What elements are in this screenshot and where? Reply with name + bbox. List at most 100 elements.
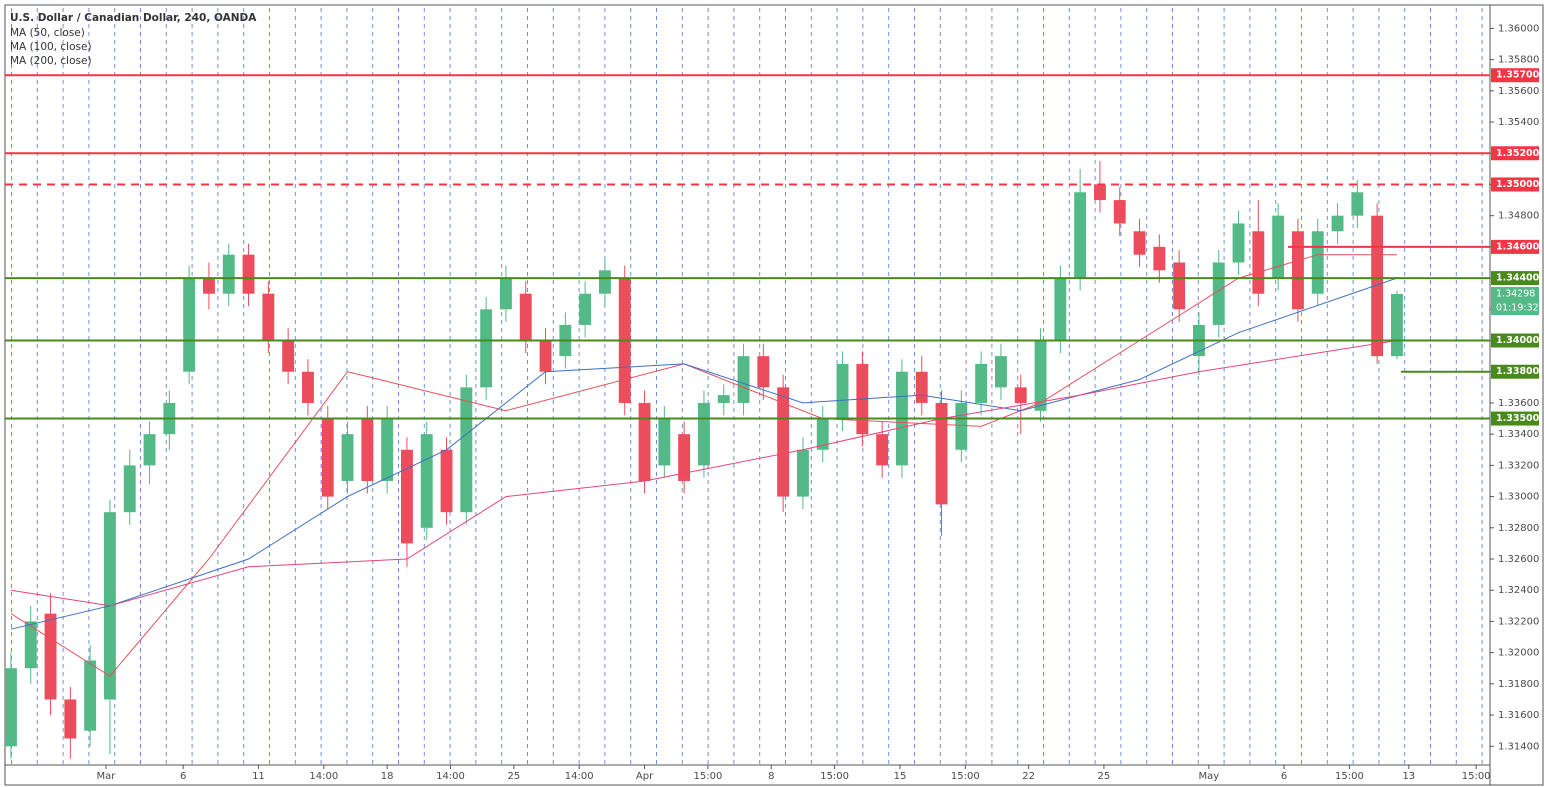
candle-body	[64, 699, 77, 739]
candle-body	[638, 402, 651, 481]
candle-body	[1074, 192, 1087, 279]
y-tick-label: 1.33600	[1498, 398, 1539, 409]
x-tick-label: 13	[1402, 771, 1415, 782]
y-tick-label: 1.33200	[1498, 460, 1539, 471]
candle-body	[1391, 294, 1403, 357]
x-tick-label: 6	[180, 771, 186, 782]
candle-body	[876, 434, 889, 466]
candle-body	[1113, 200, 1126, 224]
candle-body	[777, 387, 790, 497]
candle-body	[123, 465, 136, 513]
candle-body	[935, 402, 948, 505]
candle-body	[1232, 223, 1245, 263]
candle-body	[262, 293, 275, 341]
candle-body	[599, 270, 611, 294]
x-tick-label: Mar	[97, 771, 117, 782]
countdown: 01:19:32	[1496, 303, 1539, 314]
x-tick-label: 15:00	[820, 771, 849, 782]
candle-body	[381, 418, 394, 481]
candle-body	[1311, 231, 1324, 294]
candle-body	[460, 387, 473, 513]
candle-body	[1133, 231, 1146, 255]
level-tag	[1491, 239, 1539, 254]
y-tick-label: 1.33400	[1498, 429, 1539, 440]
candle-body	[242, 254, 255, 294]
level-tag	[1491, 177, 1539, 192]
legend-entry: MA (100, close)	[10, 41, 92, 53]
candle-body	[995, 356, 1007, 388]
x-tick-label: 11	[252, 771, 265, 782]
candle-body	[816, 418, 829, 450]
candle-body	[1153, 246, 1166, 271]
y-tick-label: 1.35400	[1498, 117, 1539, 128]
level-tag	[1491, 68, 1539, 83]
y-tick-label: 1.32800	[1498, 523, 1539, 534]
candle-body	[480, 309, 493, 388]
candle-body	[24, 621, 37, 669]
candle-body	[282, 340, 295, 372]
candle-body	[797, 449, 809, 497]
candle-body	[1094, 184, 1106, 201]
candle-body	[500, 278, 512, 310]
candle-body	[341, 434, 354, 481]
x-tick-label: 6	[1281, 771, 1287, 782]
candle-body	[440, 449, 453, 513]
candle-body	[1351, 192, 1364, 216]
x-tick-label: 14:00	[436, 771, 465, 782]
candle-body	[955, 402, 968, 450]
x-tick-label: 15:00	[1335, 771, 1364, 782]
candle-body	[698, 402, 710, 466]
level-tag	[1491, 333, 1539, 348]
candle-body	[401, 449, 413, 544]
level-label: 1.33800	[1496, 366, 1540, 377]
candle-body	[1014, 387, 1027, 403]
x-tick-label: 14:00	[565, 771, 594, 782]
x-tick-label: May	[1198, 771, 1219, 782]
level-label: 1.34000	[1496, 335, 1540, 346]
moving-average	[10, 277, 1398, 630]
candle-body	[1034, 340, 1047, 411]
y-tick-label: 1.31800	[1498, 679, 1539, 690]
candle-body	[44, 613, 57, 700]
y-tick-label: 1.32000	[1498, 648, 1539, 659]
y-tick-label: 1.32600	[1498, 554, 1539, 565]
y-tick-label: 1.32400	[1498, 585, 1539, 596]
candle-body	[579, 293, 592, 325]
candle-body	[1292, 231, 1304, 310]
candle-body	[420, 434, 433, 528]
y-tick-label: 1.31400	[1498, 741, 1539, 752]
candle-body	[1173, 262, 1186, 310]
y-tick-label: 1.36000	[1498, 23, 1539, 34]
level-label: 1.34400	[1496, 273, 1540, 284]
frame	[4, 4, 1544, 786]
candle-body	[321, 418, 334, 497]
level-tag	[1491, 411, 1539, 426]
x-tick-label: 14:00	[309, 771, 338, 782]
candle-body	[143, 434, 156, 466]
candle-body	[203, 278, 215, 294]
x-tick-label: 15:00	[951, 771, 980, 782]
level-tag	[1491, 364, 1539, 379]
y-tick-label: 1.35600	[1498, 86, 1539, 97]
candle-body	[5, 668, 17, 747]
last-price-tag	[1491, 287, 1539, 316]
candle-body	[519, 293, 532, 341]
candle-body	[658, 418, 671, 466]
level-label: 1.33500	[1496, 413, 1540, 424]
x-tick-label: 22	[1022, 771, 1035, 782]
candle-body	[183, 278, 196, 372]
candle-body	[361, 418, 374, 481]
y-tick-label: 1.31600	[1498, 710, 1539, 721]
candle-body	[1054, 278, 1067, 341]
x-tick-label: Apr	[636, 771, 654, 782]
candle-body	[84, 660, 97, 731]
candle-body	[1212, 262, 1225, 325]
candle-body	[1272, 215, 1285, 279]
y-tick-label: 1.35800	[1498, 55, 1539, 66]
candle-body	[222, 254, 235, 294]
candle-body	[915, 371, 928, 403]
legend-entry: MA (200, close)	[10, 55, 92, 67]
candle-body	[737, 356, 750, 403]
x-tick-label: 15:00	[1462, 771, 1491, 782]
